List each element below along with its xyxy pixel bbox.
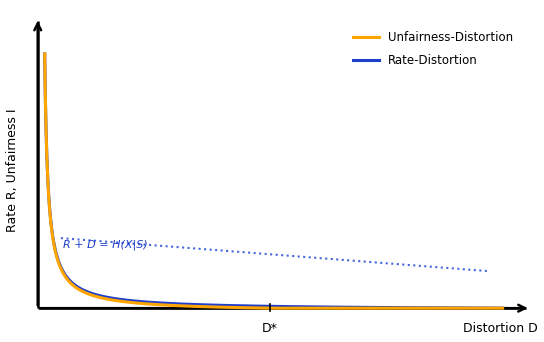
Legend: Unfairness-Distortion, Rate-Distortion: Unfairness-Distortion, Rate-Distortion bbox=[348, 27, 518, 71]
Text: D*: D* bbox=[262, 322, 278, 335]
Text: R + D = H(X|S): R + D = H(X|S) bbox=[63, 240, 148, 250]
Text: Rate R, Unfairness I: Rate R, Unfairness I bbox=[5, 108, 18, 232]
Text: Distortion D: Distortion D bbox=[463, 322, 537, 335]
